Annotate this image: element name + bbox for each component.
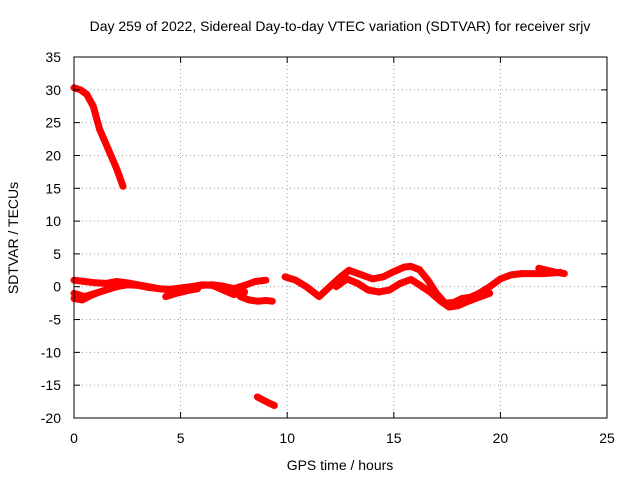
x-tick-label: 25 (599, 430, 615, 446)
y-tick-label: 35 (45, 49, 61, 65)
y-axis-label: SDTVAR / TECUs (5, 182, 21, 294)
x-tick-label: 15 (386, 430, 402, 446)
x-tick-label: 10 (279, 430, 295, 446)
series-arc-high (70, 84, 127, 190)
x-tick-label: 20 (493, 430, 509, 446)
y-tick-label: -10 (41, 344, 61, 360)
series-arc-end (535, 264, 568, 278)
x-axis-label: GPS time / hours (287, 457, 394, 473)
y-tick-label: -15 (41, 377, 61, 393)
y-tick-label: 25 (45, 115, 61, 131)
y-tick-label: 20 (45, 147, 61, 163)
series-arc-neg-18 (253, 393, 278, 409)
series-arc-mid-12 (332, 275, 494, 311)
x-tick-label: 0 (70, 430, 78, 446)
grid-lines (74, 57, 607, 418)
y-tick-label: 30 (45, 82, 61, 98)
y-tick-label: 15 (45, 180, 61, 196)
series-arc-mid-4 (162, 285, 202, 301)
x-tick-label: 5 (177, 430, 185, 446)
y-tick-label: -20 (41, 410, 61, 426)
plot-frame (73, 56, 608, 419)
series-arc-low-early (70, 288, 104, 304)
y-tick-label: -5 (49, 312, 62, 328)
data-series-group (70, 84, 568, 409)
series-arc-low-8 (236, 293, 276, 305)
y-tick-label: 0 (53, 279, 61, 295)
series-arc-mid-10 (281, 262, 564, 307)
chart-title: Day 259 of 2022, Sidereal Day-to-day VTE… (90, 18, 591, 34)
y-tick-label: 10 (45, 213, 61, 229)
axis-ticks: 0 5 10 15 20 25 35 30 25 20 15 10 5 0 -5 -10 -15 -20 (41, 49, 615, 446)
y-tick-label: 5 (53, 246, 61, 262)
